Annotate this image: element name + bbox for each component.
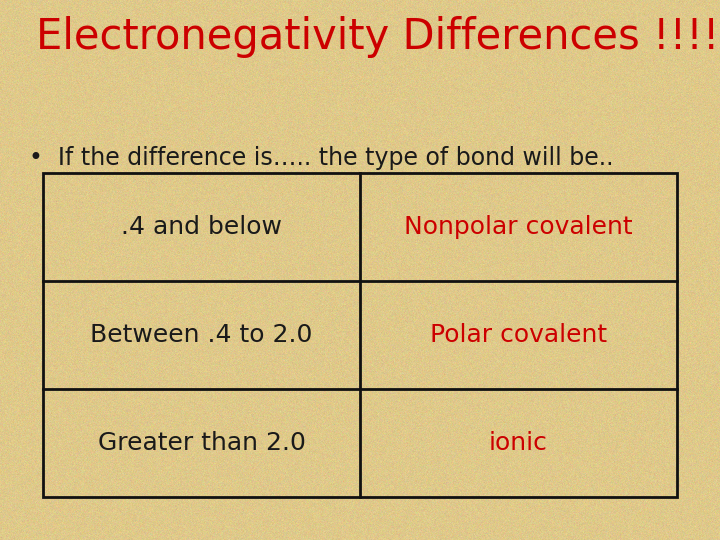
Text: .4 and below: .4 and below: [121, 215, 282, 239]
Text: Electronegativity Differences !!!!!: Electronegativity Differences !!!!!: [36, 16, 720, 58]
Text: Between .4 to 2.0: Between .4 to 2.0: [91, 323, 312, 347]
Bar: [43, 173, 677, 497]
Text: Greater than 2.0: Greater than 2.0: [98, 431, 305, 455]
Text: Polar covalent: Polar covalent: [430, 323, 607, 347]
Text: •  If the difference is….. the type of bond will be..: • If the difference is….. the type of bo…: [29, 146, 613, 170]
Text: ionic: ionic: [489, 431, 548, 455]
Text: Nonpolar covalent: Nonpolar covalent: [404, 215, 633, 239]
